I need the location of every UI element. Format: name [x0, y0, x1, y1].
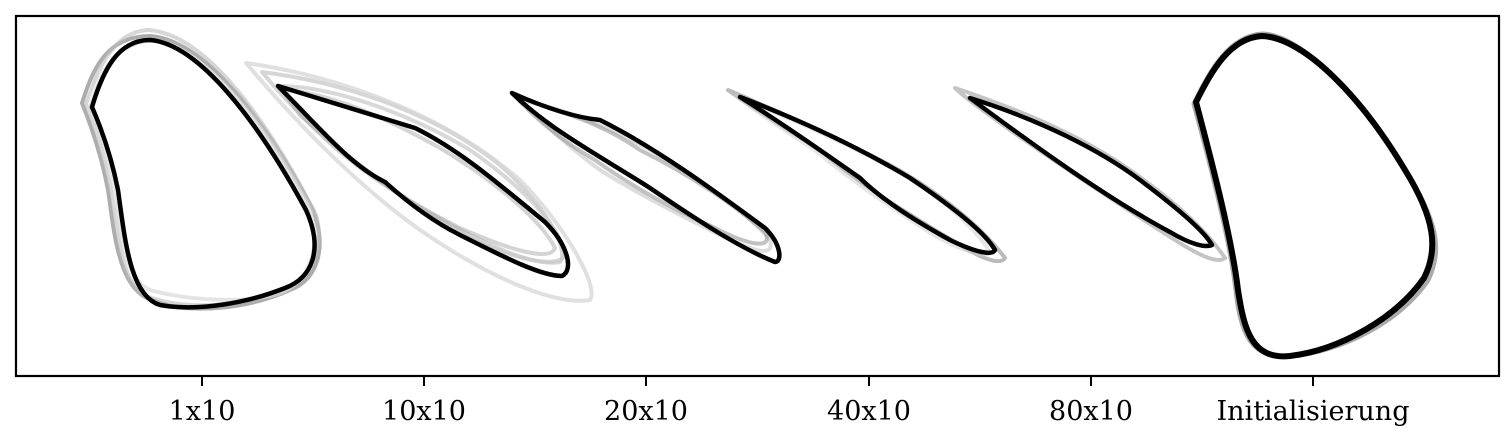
- x-tick-label-initialisierung: Initialisierung: [1217, 396, 1410, 427]
- ghost-shape: [518, 98, 773, 253]
- shape-group-40x10: [726, 88, 1007, 264]
- final-shape: [89, 37, 317, 310]
- x-tick-label-80x10: 80x10: [1049, 396, 1133, 427]
- shape-group-1x10: [80, 28, 322, 311]
- final-shape: [967, 95, 1215, 249]
- final-shape: [737, 94, 998, 255]
- x-tick-label-10x10: 10x10: [382, 396, 466, 427]
- plot-frame: [14, 14, 1501, 378]
- x-tick-label-40x10: 40x10: [827, 396, 911, 427]
- shape-group-initialisierung: [1191, 31, 1439, 360]
- ghost-shape: [953, 86, 1227, 262]
- ghost-shape: [513, 94, 769, 246]
- final-shape: [1193, 33, 1436, 360]
- final-shape: [275, 83, 571, 279]
- shape-group-20x10: [509, 90, 782, 265]
- final-shape: [509, 90, 782, 265]
- shape-group-80x10: [953, 86, 1227, 262]
- x-tick-label-20x10: 20x10: [604, 396, 688, 427]
- x-tick-label-1x10: 1x10: [169, 396, 236, 427]
- shape-group-10x10: [244, 61, 594, 303]
